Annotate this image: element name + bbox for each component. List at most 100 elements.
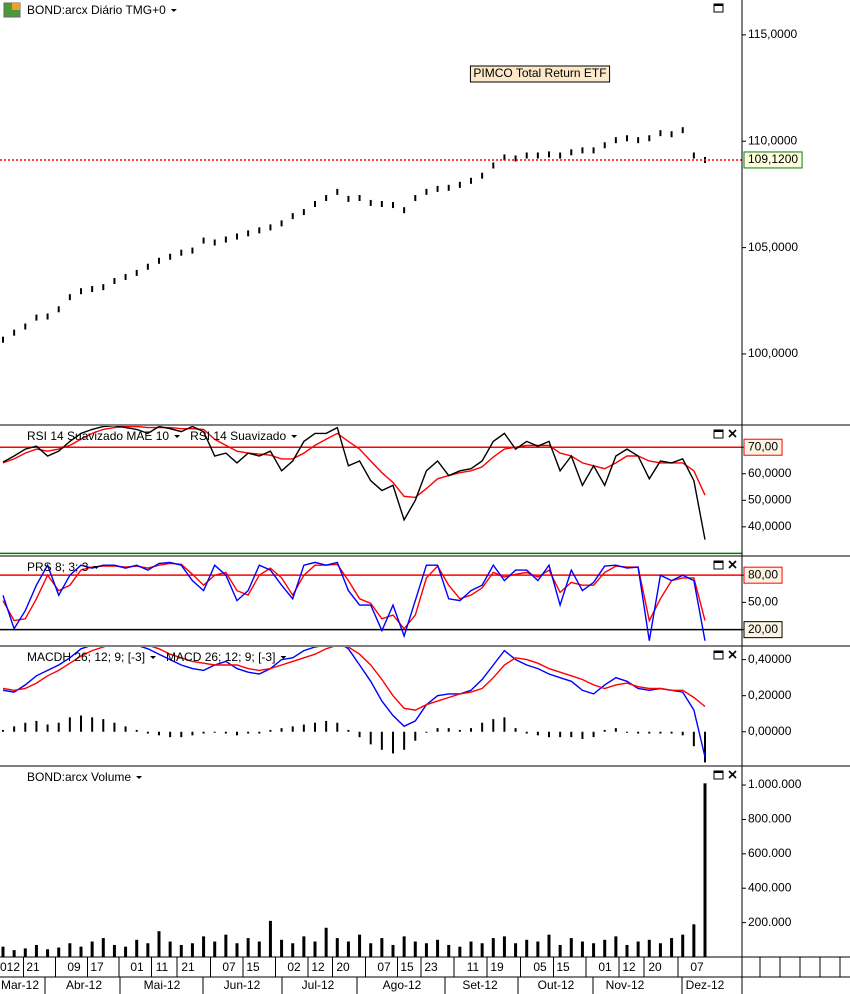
bar <box>291 943 295 957</box>
price-bar <box>492 162 495 169</box>
price-bar <box>113 277 116 284</box>
bar <box>614 728 617 732</box>
date-day-label: 19 <box>490 960 504 974</box>
bar <box>380 731 383 750</box>
bar <box>670 938 674 957</box>
bar <box>124 946 128 957</box>
bar <box>658 943 662 957</box>
bar <box>559 731 562 738</box>
legend-menu[interactable] <box>170 9 177 12</box>
legend-menu[interactable] <box>280 656 287 659</box>
price-bar <box>325 195 328 202</box>
price-bar <box>436 185 439 192</box>
bar <box>190 943 194 957</box>
bar <box>636 941 640 957</box>
legend-menu[interactable] <box>291 435 298 438</box>
bar <box>547 934 551 957</box>
date-month-label: Set-12 <box>462 978 498 992</box>
bar <box>413 941 417 957</box>
panel-plot <box>0 127 742 343</box>
price-bar <box>158 257 160 264</box>
date-month-label: Mar-12 <box>1 978 39 992</box>
tick-label-box <box>743 438 783 456</box>
legend-menu[interactable] <box>136 776 143 779</box>
price-bar <box>202 237 205 244</box>
price-bar <box>68 294 71 301</box>
bar <box>358 731 361 738</box>
symbol-icon-part <box>12 3 20 10</box>
bar <box>692 731 695 747</box>
close-button[interactable] <box>728 560 737 569</box>
bar <box>302 936 306 957</box>
y-tick-label: 100,0000 <box>748 346 798 360</box>
y-tick-label: 400.000 <box>748 880 792 894</box>
bar <box>224 934 228 957</box>
legend-menu[interactable] <box>174 435 181 438</box>
bar <box>124 726 127 732</box>
bar <box>325 720 328 732</box>
bar <box>491 938 495 957</box>
bar <box>34 944 38 957</box>
bar <box>659 731 662 734</box>
bar <box>436 939 440 957</box>
legend-label: RSI 14 Suavizado <box>190 429 286 443</box>
close-button[interactable] <box>728 429 737 438</box>
price-bar <box>124 273 127 280</box>
legend-label: MACDH 26; 12; 9; [-3] <box>27 650 145 664</box>
date-day-label: 20 <box>648 960 662 974</box>
maximize-bar <box>714 561 723 563</box>
bar <box>280 728 283 732</box>
price-bar <box>180 249 183 256</box>
date-month-label: Jun-12 <box>224 978 261 992</box>
bar <box>403 731 406 750</box>
y-tick-label: 800.000 <box>748 812 792 826</box>
bar <box>202 936 206 957</box>
y-tick-label: 60,0000 <box>748 466 792 480</box>
y-tick-label: 80,00 <box>748 567 778 581</box>
bar <box>247 731 250 734</box>
tick-label-box <box>743 566 783 584</box>
y-tick-label: 200.000 <box>748 915 792 929</box>
y-tick-label: 600.000 <box>748 846 792 860</box>
bar <box>46 949 50 957</box>
bar <box>603 939 607 957</box>
y-tick-label: 115,0000 <box>748 27 797 41</box>
price-bar <box>102 284 105 291</box>
date-day-label: 012 <box>0 960 20 974</box>
legend-menu[interactable] <box>150 656 157 659</box>
legend-menu[interactable] <box>93 566 100 569</box>
price-bar <box>514 155 517 162</box>
date-day-label: 07 <box>222 960 236 974</box>
bar <box>258 731 261 734</box>
price-bar <box>559 152 562 159</box>
date-day-label: 11 <box>156 960 169 974</box>
bar <box>79 946 83 957</box>
bar <box>525 731 528 734</box>
price-bar <box>80 288 82 295</box>
bar <box>80 715 82 732</box>
bar <box>514 728 517 732</box>
date-day-label: 07 <box>690 960 704 974</box>
bar <box>224 731 227 734</box>
bar <box>135 729 138 732</box>
last-price-label: 109,1200 <box>748 152 798 166</box>
close-button[interactable] <box>728 770 737 779</box>
bar <box>135 939 139 957</box>
price-bar <box>414 195 417 202</box>
bar <box>68 717 71 732</box>
bar <box>280 939 284 957</box>
date-day-label: 12 <box>622 960 636 974</box>
bar <box>57 722 60 732</box>
bar <box>302 724 305 732</box>
maximize-bar <box>714 771 723 773</box>
bar <box>179 944 183 957</box>
bar <box>313 941 317 957</box>
bar <box>637 731 640 734</box>
price-bar <box>146 263 149 270</box>
close-button[interactable] <box>728 650 737 659</box>
price-bar <box>525 152 528 159</box>
date-month-label: Abr-12 <box>66 978 102 992</box>
date-day-label: 05 <box>533 960 547 974</box>
